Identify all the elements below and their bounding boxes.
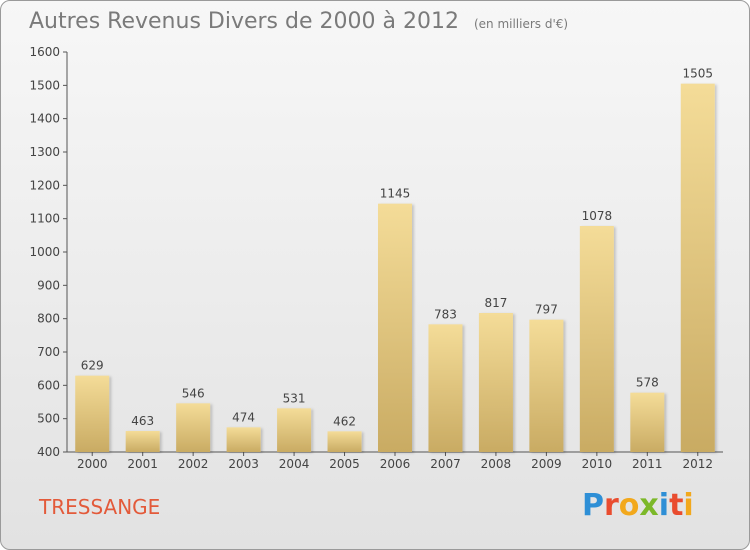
proxiti-logo: Proxiti [582,488,694,523]
x-tick-label: 2012 [682,457,713,471]
x-tick-label: 2001 [127,457,158,471]
bar [176,403,211,452]
logo-letter: r [604,488,619,523]
bar [226,427,261,452]
y-tick-label: 1400 [29,112,60,126]
x-tick-label: 2007 [430,457,461,471]
x-tick-label: 2004 [279,457,310,471]
labels: 629 463 546 474 531 462 1145 783 817 797 1078 578 15… [81,67,713,429]
data-label: 546 [182,386,205,400]
bar [478,313,513,452]
logo-letter: i [658,488,670,523]
chart-title: Autres Revenus Divers de 2000 à 2012 (en… [29,9,568,34]
data-label: 783 [434,307,457,321]
chart-subtitle: (en milliers d'€) [473,17,569,31]
y-tick-label: 900 [37,278,60,292]
data-label: 797 [535,303,558,317]
y-tick-label: 800 [37,312,60,326]
y-tick-label: 1600 [29,45,60,59]
data-label: 463 [131,414,154,428]
data-label: 462 [333,414,356,428]
bar [630,392,665,452]
bars [75,83,715,453]
y-tick-label: 500 [37,412,60,426]
axes: 400 500 600 700 800 900 1000 1100 1200 1300 1400 15… [29,45,723,471]
bar [125,431,160,452]
x-tick-label: 2008 [481,457,512,471]
data-label: 531 [283,391,306,405]
logo-letter: o [618,488,640,523]
x-tick-label: 2000 [77,457,108,471]
x-tick-label: 2010 [582,457,613,471]
data-label: 629 [81,359,104,373]
y-tick-label: 1200 [29,178,60,192]
data-label: 817 [484,296,507,310]
x-tick-label: 2009 [531,457,562,471]
y-tick-label: 600 [37,378,60,392]
y-tick-label: 1500 [29,78,60,92]
y-tick-label: 400 [37,445,60,459]
logo-letter: x [639,488,659,523]
bar [680,83,715,453]
y-tick-label: 1000 [29,245,60,259]
logo-letter: i [683,488,694,523]
x-tick-label: 2003 [228,457,259,471]
bar [579,226,614,452]
data-label: 474 [232,410,255,424]
logo-letter: t [669,488,684,523]
data-label: 578 [636,376,659,390]
commune-name: TRESSANGE [39,495,161,519]
bar [277,408,312,452]
bar [378,203,412,452]
x-tick-label: 2006 [380,457,411,471]
y-tick-label: 1100 [29,212,60,226]
x-tick-label: 2002 [178,457,209,471]
bar [327,431,362,452]
y-tick-label: 1300 [29,145,60,159]
chart-title-text: Autres Revenus Divers de 2000 à 2012 [29,9,459,34]
bar [75,375,110,452]
data-label: 1505 [682,67,713,81]
bar [529,319,564,452]
x-tick-label: 2005 [329,457,360,471]
bar [428,324,463,452]
y-tick-label: 700 [37,345,60,359]
logo-letter: P [582,488,604,523]
x-tick-label: 2011 [632,457,663,471]
data-label: 1145 [380,187,411,201]
data-label: 1078 [582,209,613,223]
